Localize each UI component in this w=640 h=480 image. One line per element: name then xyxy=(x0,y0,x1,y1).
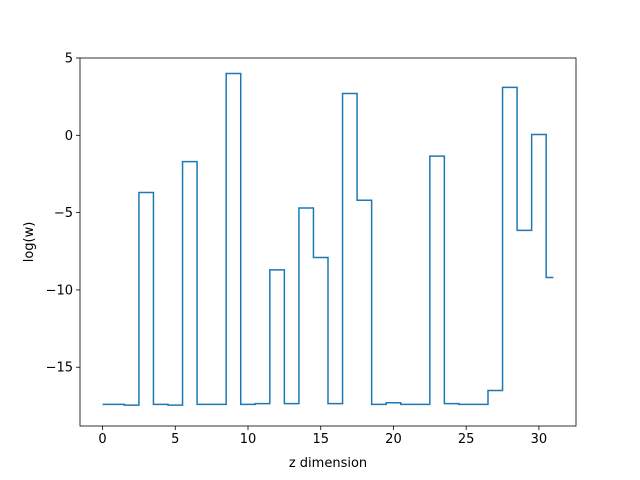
data-point xyxy=(159,403,162,406)
data-point xyxy=(537,133,540,136)
y-tick-label: 5 xyxy=(65,52,73,67)
data-point xyxy=(465,403,468,406)
data-point xyxy=(450,402,453,405)
data-point xyxy=(494,389,497,392)
x-axis-label: z dimension xyxy=(289,456,367,471)
data-point xyxy=(392,401,395,404)
data-point xyxy=(261,402,264,405)
data-point xyxy=(174,404,177,407)
data-point xyxy=(305,206,308,209)
x-tick-label: 15 xyxy=(312,432,329,447)
axis-ticks: 0 5 10 15 20 25 30 5 0 −5 −10 −15 xyxy=(46,52,548,448)
data-point xyxy=(232,72,235,75)
x-tick-label: 10 xyxy=(240,432,257,447)
y-tick-label: −15 xyxy=(46,361,73,376)
x-tick-label: 30 xyxy=(531,432,548,447)
y-tick-label: −10 xyxy=(46,283,73,298)
data-point xyxy=(479,403,482,406)
y-tick-label: −5 xyxy=(54,206,73,221)
data-point xyxy=(319,256,322,259)
y-tick-label: 0 xyxy=(65,129,73,144)
x-tick-label: 20 xyxy=(385,432,402,447)
data-point xyxy=(552,276,555,279)
data-point xyxy=(290,402,293,405)
data-point xyxy=(217,403,220,406)
data-point xyxy=(508,86,511,89)
data-point xyxy=(101,403,104,406)
data-point xyxy=(421,403,424,406)
plot-area xyxy=(101,72,555,407)
data-point xyxy=(188,160,191,163)
data-point xyxy=(116,403,119,406)
plot-frame xyxy=(79,57,577,427)
series-step-line-0 xyxy=(102,72,554,406)
x-tick-label: 0 xyxy=(98,432,106,447)
data-point xyxy=(523,229,526,232)
data-point xyxy=(334,402,337,405)
data-point xyxy=(348,92,351,95)
data-point xyxy=(436,155,439,158)
x-tick-label: 25 xyxy=(458,432,475,447)
data-point xyxy=(203,403,206,406)
data-point xyxy=(407,403,410,406)
data-point xyxy=(377,403,380,406)
y-axis-label: log(w) xyxy=(22,222,37,263)
data-point xyxy=(145,191,148,194)
data-point xyxy=(363,199,366,202)
data-point xyxy=(276,268,279,271)
x-tick-label: 5 xyxy=(171,432,179,447)
data-point xyxy=(247,403,250,406)
data-point xyxy=(130,404,133,407)
